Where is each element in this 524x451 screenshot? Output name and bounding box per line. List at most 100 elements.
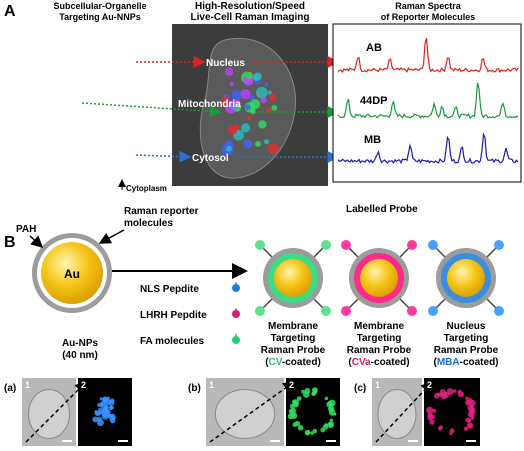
- ligand: [494, 306, 504, 316]
- fluorescence-spot: [227, 125, 238, 135]
- coating-part: -coated): [460, 357, 499, 368]
- title: Live-Cell Raman Imaging: [191, 12, 310, 23]
- spectrum-line: [337, 132, 519, 165]
- coating-part: -coated): [371, 357, 410, 368]
- fluorescence-spot: [221, 96, 230, 105]
- fluorescence-spot: [269, 93, 277, 102]
- raman-spot: [108, 404, 114, 411]
- ligand: [407, 306, 417, 316]
- ligand-label: LHRH Pepdite: [140, 310, 207, 321]
- probe-coating-label: (MBA-coated): [433, 357, 498, 368]
- raman-spot: [452, 389, 457, 393]
- title: Subcellular-Organelle: [53, 1, 146, 11]
- region-label: Mitochondria: [178, 99, 241, 110]
- raman-spot: [467, 410, 475, 418]
- image-number: 2: [81, 380, 86, 390]
- raman-spot: [312, 428, 318, 434]
- title: of Reporter Molecules: [381, 12, 476, 22]
- ligand: [341, 306, 351, 316]
- raman-spot: [324, 396, 329, 401]
- raman-spot: [297, 424, 304, 431]
- cell-outline: [377, 389, 417, 439]
- spectrum-label: MB: [364, 134, 381, 146]
- raman-spot: [442, 391, 450, 399]
- raman-spot: [427, 414, 433, 421]
- probe-label: Targeting: [357, 333, 402, 344]
- probe-core: [274, 259, 312, 297]
- particles: [81, 56, 340, 163]
- ligand-label: NLS Pepdite: [140, 284, 199, 295]
- fluorescence-spot: [255, 140, 261, 147]
- raman-spot: [313, 389, 318, 394]
- fluorescence-spot: [258, 120, 267, 129]
- raman-spot: [468, 406, 475, 413]
- fluorescence-spot: [263, 139, 270, 145]
- fluorescence-spot: [264, 82, 269, 87]
- fluorescence-spot: [231, 90, 242, 101]
- fluorescence-spot: [240, 89, 251, 100]
- raman-spot: [105, 412, 111, 418]
- coating-part: (: [348, 357, 352, 368]
- raman-spot: [303, 391, 310, 398]
- image-number: 1: [375, 380, 380, 390]
- probe-label: Raman Probe: [261, 345, 326, 356]
- raman-spot: [102, 396, 109, 403]
- ligand-legend: [232, 282, 240, 344]
- probe-label: Membrane: [268, 321, 318, 332]
- region-label: Cytosol: [192, 153, 229, 164]
- raman-spot: [296, 396, 302, 401]
- image-label: (a): [4, 383, 16, 394]
- raman-spot: [289, 403, 296, 409]
- image-number: 1: [209, 380, 214, 390]
- ligand-label: FA molecules: [140, 336, 205, 347]
- coating-part: (: [265, 357, 269, 368]
- raman-spot: [94, 410, 101, 417]
- raman-spot: [470, 416, 475, 421]
- panel-label: B: [4, 234, 16, 251]
- raman-spot: [427, 409, 431, 413]
- raman-spot: [329, 407, 334, 411]
- reporter-label: molecules: [124, 218, 173, 229]
- coating-part: -coated): [282, 357, 321, 368]
- image-label: (c): [354, 383, 366, 394]
- raman-spot: [108, 399, 115, 406]
- coating-part: CV: [269, 357, 283, 368]
- raman-spot: [292, 422, 298, 427]
- ligand: [321, 306, 331, 316]
- image-number: 1: [25, 380, 30, 390]
- ligand: [255, 240, 265, 250]
- ligand: [428, 240, 438, 250]
- probe-label: Targeting: [444, 333, 489, 344]
- core-label: Au: [64, 267, 80, 281]
- raman-spot: [99, 397, 103, 401]
- raman-spot: [329, 418, 333, 423]
- raman-spot: [320, 427, 325, 433]
- raman-spot: [463, 426, 469, 431]
- raman-spot: [449, 431, 453, 436]
- raman-spot: [429, 419, 435, 425]
- fluorescence-spot: [267, 143, 279, 155]
- np-label: Au-NPs: [62, 338, 99, 349]
- coating-part: (: [433, 357, 437, 368]
- shell-label: PAH: [16, 224, 36, 235]
- raman-spot: [327, 421, 335, 429]
- np-label: (40 nm): [62, 350, 98, 361]
- coating-part: CVa: [352, 357, 371, 368]
- cytoplasm-label: Cytoplasm: [126, 184, 167, 193]
- fluorescence-spot: [252, 73, 260, 81]
- fluorescence-spot: [231, 98, 241, 109]
- probe-label: Nucleus: [447, 321, 486, 332]
- fluorescence-spot: [224, 67, 234, 76]
- gold-core: [41, 242, 103, 304]
- fluorescence-spot: [256, 86, 268, 99]
- probe-coating-label: (CVa-coated): [348, 357, 409, 368]
- ligand-dot: [232, 284, 240, 292]
- raman-spot: [431, 408, 437, 414]
- title: High-Resolution/Speed: [195, 1, 305, 12]
- coating-part: MBA: [437, 357, 460, 368]
- ligand: [321, 240, 331, 250]
- probe-label: Targeting: [271, 333, 316, 344]
- probe-heading: Labelled Probe: [346, 204, 418, 215]
- raman-spot: [109, 417, 116, 424]
